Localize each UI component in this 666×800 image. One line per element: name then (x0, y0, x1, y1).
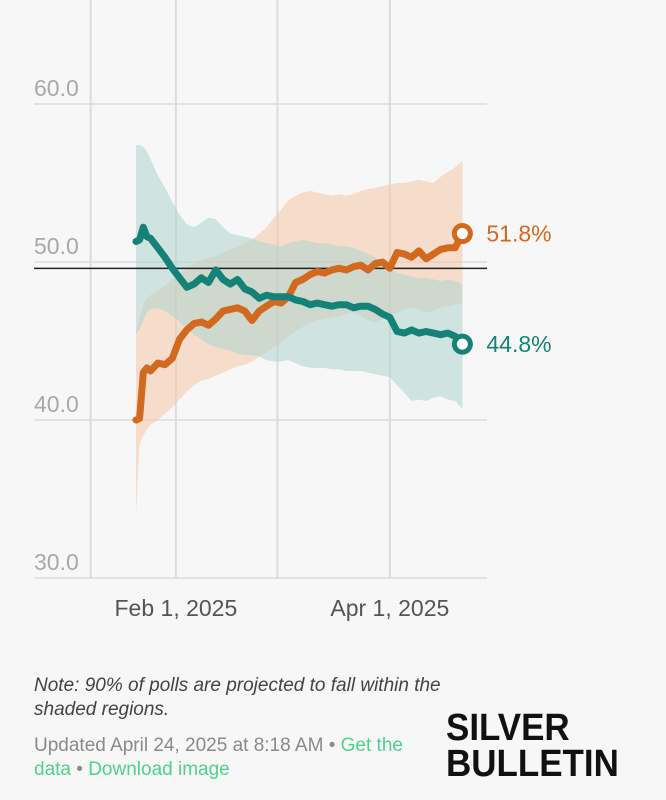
get-data-link[interactable]: Get the data (34, 735, 403, 780)
teal-confidence-band (136, 145, 463, 409)
y-tick-label: 50.0 (34, 233, 79, 259)
y-tick-label: 40.0 (34, 391, 79, 417)
footnote: Note: 90% of polls are projected to fall… (34, 675, 441, 720)
x-tick-label: Feb 1, 2025 (115, 595, 238, 621)
separator-dot: • (76, 759, 83, 780)
orange-end-label: 51.8% (486, 221, 551, 247)
silver-bulletin-logo: SILVER BULLETIN (446, 707, 619, 785)
y-tick-label: 60.0 (34, 75, 79, 101)
y-tick-label: 30.0 (34, 549, 79, 575)
separator-dot: • (328, 735, 336, 756)
orange-confidence-band (136, 160, 463, 515)
orange-end-marker (451, 223, 473, 245)
teal-series-line (132, 223, 466, 348)
download-image-link[interactable]: Download image (88, 759, 230, 780)
teal-end-label: 44.8% (486, 331, 551, 357)
x-tick-label: Apr 1, 2025 (330, 595, 449, 621)
logo-line-1: SILVER (446, 707, 570, 749)
chart: 60.0 50.0 40.0 30.0 Feb 1, 2025 Apr 1, 2025 51… (34, 0, 552, 621)
orange-series-line (132, 230, 466, 424)
teal-end-marker (451, 333, 473, 355)
update-line: Updated April 24, 2025 at 8:18 AM • Get … (34, 734, 434, 782)
logo-line-2: BULLETIN (446, 743, 619, 785)
updated-timestamp: Updated April 24, 2025 at 8:18 AM (34, 735, 324, 756)
